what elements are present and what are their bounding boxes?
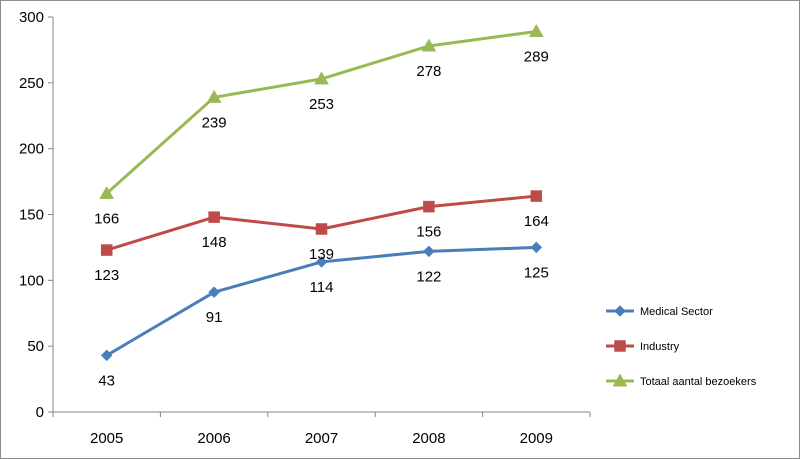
data-label: 164 — [524, 213, 549, 230]
y-tick-label: 150 — [19, 207, 44, 224]
x-tick-label: 2007 — [305, 430, 338, 447]
data-label: 122 — [416, 268, 441, 285]
y-tick-label: 200 — [19, 141, 44, 158]
legend-marker — [614, 340, 626, 352]
data-label: 156 — [416, 224, 441, 241]
x-tick-label: 2006 — [197, 430, 230, 447]
data-label: 239 — [202, 114, 227, 131]
data-point-marker — [421, 38, 437, 52]
y-tick-label: 50 — [27, 338, 44, 355]
data-point-marker — [315, 256, 328, 268]
data-label: 166 — [94, 210, 119, 227]
data-label: 253 — [309, 96, 334, 113]
data-point-marker — [423, 200, 435, 213]
data-point-marker — [206, 89, 222, 103]
data-label: 278 — [416, 63, 441, 80]
data-label: 123 — [94, 267, 119, 284]
data-point-marker — [530, 190, 543, 202]
data-label: 114 — [310, 279, 334, 296]
legend-marker — [612, 373, 628, 387]
series-line-2 — [105, 194, 538, 252]
x-tick-label: 2005 — [90, 430, 123, 447]
x-tick-label: 2008 — [412, 430, 445, 447]
data-point-marker — [528, 23, 544, 37]
x-tick-label: 2009 — [520, 430, 553, 447]
data-label: 91 — [206, 309, 223, 326]
data-label: 125 — [524, 264, 549, 281]
legend-marker — [614, 305, 626, 317]
data-label: 139 — [309, 246, 334, 263]
data-point-marker — [208, 286, 220, 299]
y-tick-label: 100 — [19, 272, 44, 289]
data-point-marker — [314, 71, 329, 85]
data-label: 148 — [202, 234, 227, 251]
data-point-marker — [530, 241, 543, 254]
data-point-marker — [100, 244, 113, 256]
data-point-marker — [100, 349, 113, 362]
data-point-marker — [315, 223, 328, 235]
y-tick-label: 300 — [19, 9, 44, 26]
data-point-marker — [423, 245, 435, 258]
legend-label: Totaal aantal bezoekers — [640, 376, 757, 388]
y-tick-label: 0 — [36, 404, 44, 421]
data-label: 289 — [524, 48, 549, 65]
data-point-marker — [99, 185, 115, 199]
legend-label: Industry — [640, 341, 680, 353]
data-label: 43 — [98, 372, 115, 389]
legend-label: Medical Sector — [640, 306, 713, 318]
y-tick-label: 250 — [19, 75, 44, 92]
data-point-marker — [208, 211, 220, 223]
